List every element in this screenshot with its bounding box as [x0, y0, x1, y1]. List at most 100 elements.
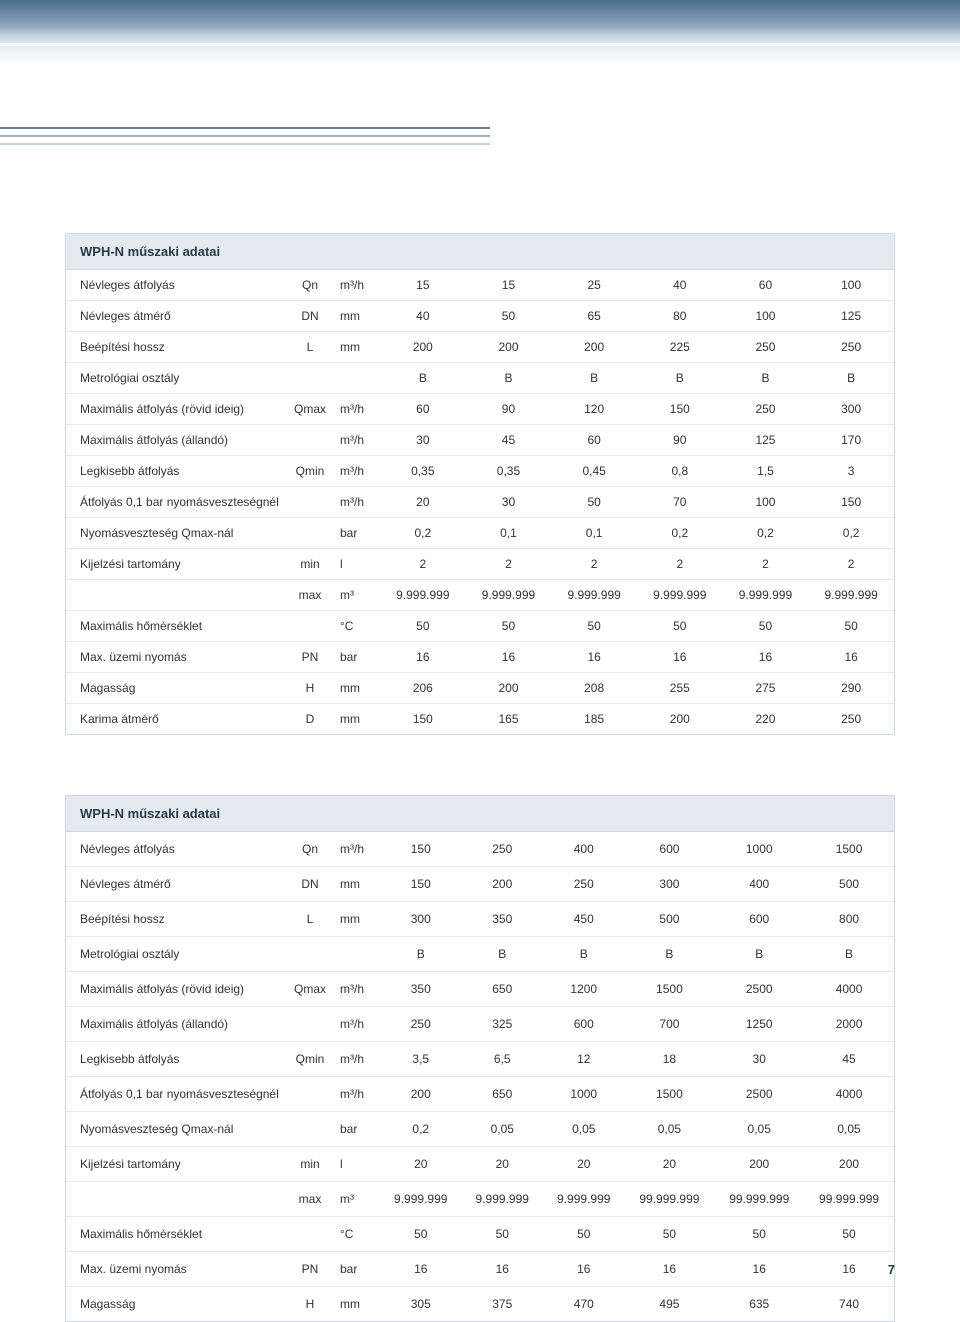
- table1-row-value: 60: [380, 394, 466, 425]
- table2-row-value: 4000: [804, 972, 894, 1007]
- table1-row-value: 9.999.999: [466, 580, 552, 611]
- table1-row-unit: m³/h: [334, 270, 380, 301]
- table1-row-value: 2: [466, 549, 552, 580]
- table1-row-unit: °C: [334, 611, 380, 642]
- table2-row-unit: m³/h: [334, 972, 380, 1007]
- table2-row-value: 200: [714, 1147, 804, 1182]
- table2-row-value: 600: [543, 1007, 625, 1042]
- table2-row-value: 1500: [625, 972, 715, 1007]
- table1-row-label: Kijelzési tartomány: [66, 549, 286, 580]
- page-content: WPH-N műszaki adatai Névleges átfolyásQn…: [0, 233, 960, 1322]
- table1-row-unit: m³/h: [334, 394, 380, 425]
- table1-row-value: 50: [808, 611, 894, 642]
- table2-row-label: Átfolyás 0,1 bar nyomásveszteségnél: [66, 1077, 286, 1112]
- table2-row-value: 495: [625, 1287, 715, 1322]
- table2-row-unit: m³/h: [334, 1077, 380, 1112]
- table2-row-unit: mm: [334, 902, 380, 937]
- table2-row-value: 1250: [714, 1007, 804, 1042]
- table-row: Átfolyás 0,1 bar nyomásveszteségnélm³/h2…: [66, 487, 894, 518]
- table2-row-value: 99.999.999: [625, 1182, 715, 1217]
- table2-row-value: 305: [380, 1287, 462, 1322]
- table2-row-value: 600: [714, 902, 804, 937]
- table1-row-value: 90: [637, 425, 723, 456]
- table2-row-value: 20: [625, 1147, 715, 1182]
- spec-table-1: WPH-N műszaki adatai Névleges átfolyásQn…: [65, 233, 895, 735]
- table1-row-value: 25: [551, 270, 637, 301]
- table1-row-unit: mm: [334, 332, 380, 363]
- table1-row-value: B: [380, 363, 466, 394]
- table2-row-symbol: PN: [286, 1252, 334, 1287]
- table-row: MagasságHmm305375470495635740: [66, 1287, 894, 1322]
- table2-row-value: 250: [543, 867, 625, 902]
- table2-row-value: B: [714, 937, 804, 972]
- table2-row-value: 200: [380, 1077, 462, 1112]
- table-row: Metrológiai osztályBBBBBB: [66, 937, 894, 972]
- table1-row-value: 16: [466, 642, 552, 673]
- table2-row-label: Metrológiai osztály: [66, 937, 286, 972]
- table2-body: Névleges átfolyásQnm³/h15025040060010001…: [66, 832, 894, 1321]
- table1-row-value: 9.999.999: [380, 580, 466, 611]
- table2-row-value: B: [625, 937, 715, 972]
- table2-row-label: Kijelzési tartomány: [66, 1147, 286, 1182]
- table1-row-value: B: [808, 363, 894, 394]
- table1-row-value: 255: [637, 673, 723, 704]
- table1-row-value: B: [723, 363, 809, 394]
- table1-row-symbol: [286, 611, 334, 642]
- table1-row-value: 80: [637, 301, 723, 332]
- table2-row-value: 250: [380, 1007, 462, 1042]
- table1-row-symbol: [286, 487, 334, 518]
- table2-row-value: 300: [380, 902, 462, 937]
- table1-row-unit: mm: [334, 301, 380, 332]
- table2-row-value: 16: [380, 1252, 462, 1287]
- table-row: MagasságHmm206200208255275290: [66, 673, 894, 704]
- table2-row-label: Nyomásveszteség Qmax-nál: [66, 1112, 286, 1147]
- table1-row-value: 100: [808, 270, 894, 301]
- table1-row-value: 206: [380, 673, 466, 704]
- table2-row-label: Maximális átfolyás (állandó): [66, 1007, 286, 1042]
- table2-row-value: 9.999.999: [462, 1182, 544, 1217]
- table2-row-value: 1200: [543, 972, 625, 1007]
- table-row: Legkisebb átfolyásQminm³/h3,56,512183045: [66, 1042, 894, 1077]
- table2-row-value: 600: [625, 832, 715, 867]
- table1-row-symbol: Qn: [286, 270, 334, 301]
- table2-row-label: Max. üzemi nyomás: [66, 1252, 286, 1287]
- table-row: Kijelzési tartományminl20202020200200: [66, 1147, 894, 1182]
- table2-row-symbol: max: [286, 1182, 334, 1217]
- table2-row-value: 50: [462, 1217, 544, 1252]
- table1-row-value: 0,2: [723, 518, 809, 549]
- table1-row-value: 50: [466, 301, 552, 332]
- table2-row-value: 350: [462, 902, 544, 937]
- table-row: Kijelzési tartományminl222222: [66, 549, 894, 580]
- table2-row-value: 650: [462, 1077, 544, 1112]
- table2-row-value: B: [543, 937, 625, 972]
- table1-row-symbol: Qmin: [286, 456, 334, 487]
- table2-row-value: 450: [543, 902, 625, 937]
- table2-row-value: 16: [462, 1252, 544, 1287]
- table1-row-value: 30: [380, 425, 466, 456]
- table2-row-value: 20: [543, 1147, 625, 1182]
- table1-row-label: Nyomásveszteség Qmax-nál: [66, 518, 286, 549]
- table2-row-label: Legkisebb átfolyás: [66, 1042, 286, 1077]
- table2-row-value: 16: [804, 1252, 894, 1287]
- table1-row-label: Metrológiai osztály: [66, 363, 286, 394]
- table1-row-value: 2: [723, 549, 809, 580]
- table2-row-label: Névleges átmérő: [66, 867, 286, 902]
- table2-row-value: 700: [625, 1007, 715, 1042]
- table2-row-value: 9.999.999: [380, 1182, 462, 1217]
- table2-row-symbol: L: [286, 902, 334, 937]
- table1-row-value: 9.999.999: [551, 580, 637, 611]
- table1-row-value: 200: [380, 332, 466, 363]
- table2-row-value: 500: [804, 867, 894, 902]
- table1-row-value: B: [466, 363, 552, 394]
- table2-row-value: B: [380, 937, 462, 972]
- table1-row-value: 250: [808, 704, 894, 735]
- table2-row-symbol: Qmax: [286, 972, 334, 1007]
- table2-row-unit: bar: [334, 1252, 380, 1287]
- table1-row-symbol: min: [286, 549, 334, 580]
- table2-row-value: 0,2: [380, 1112, 462, 1147]
- table1-row-value: 100: [723, 301, 809, 332]
- table1-row-value: 40: [380, 301, 466, 332]
- table2-row-value: 300: [625, 867, 715, 902]
- spec-table-2: WPH-N műszaki adatai Névleges átfolyásQn…: [65, 795, 895, 1322]
- table2-row-label: Beépítési hossz: [66, 902, 286, 937]
